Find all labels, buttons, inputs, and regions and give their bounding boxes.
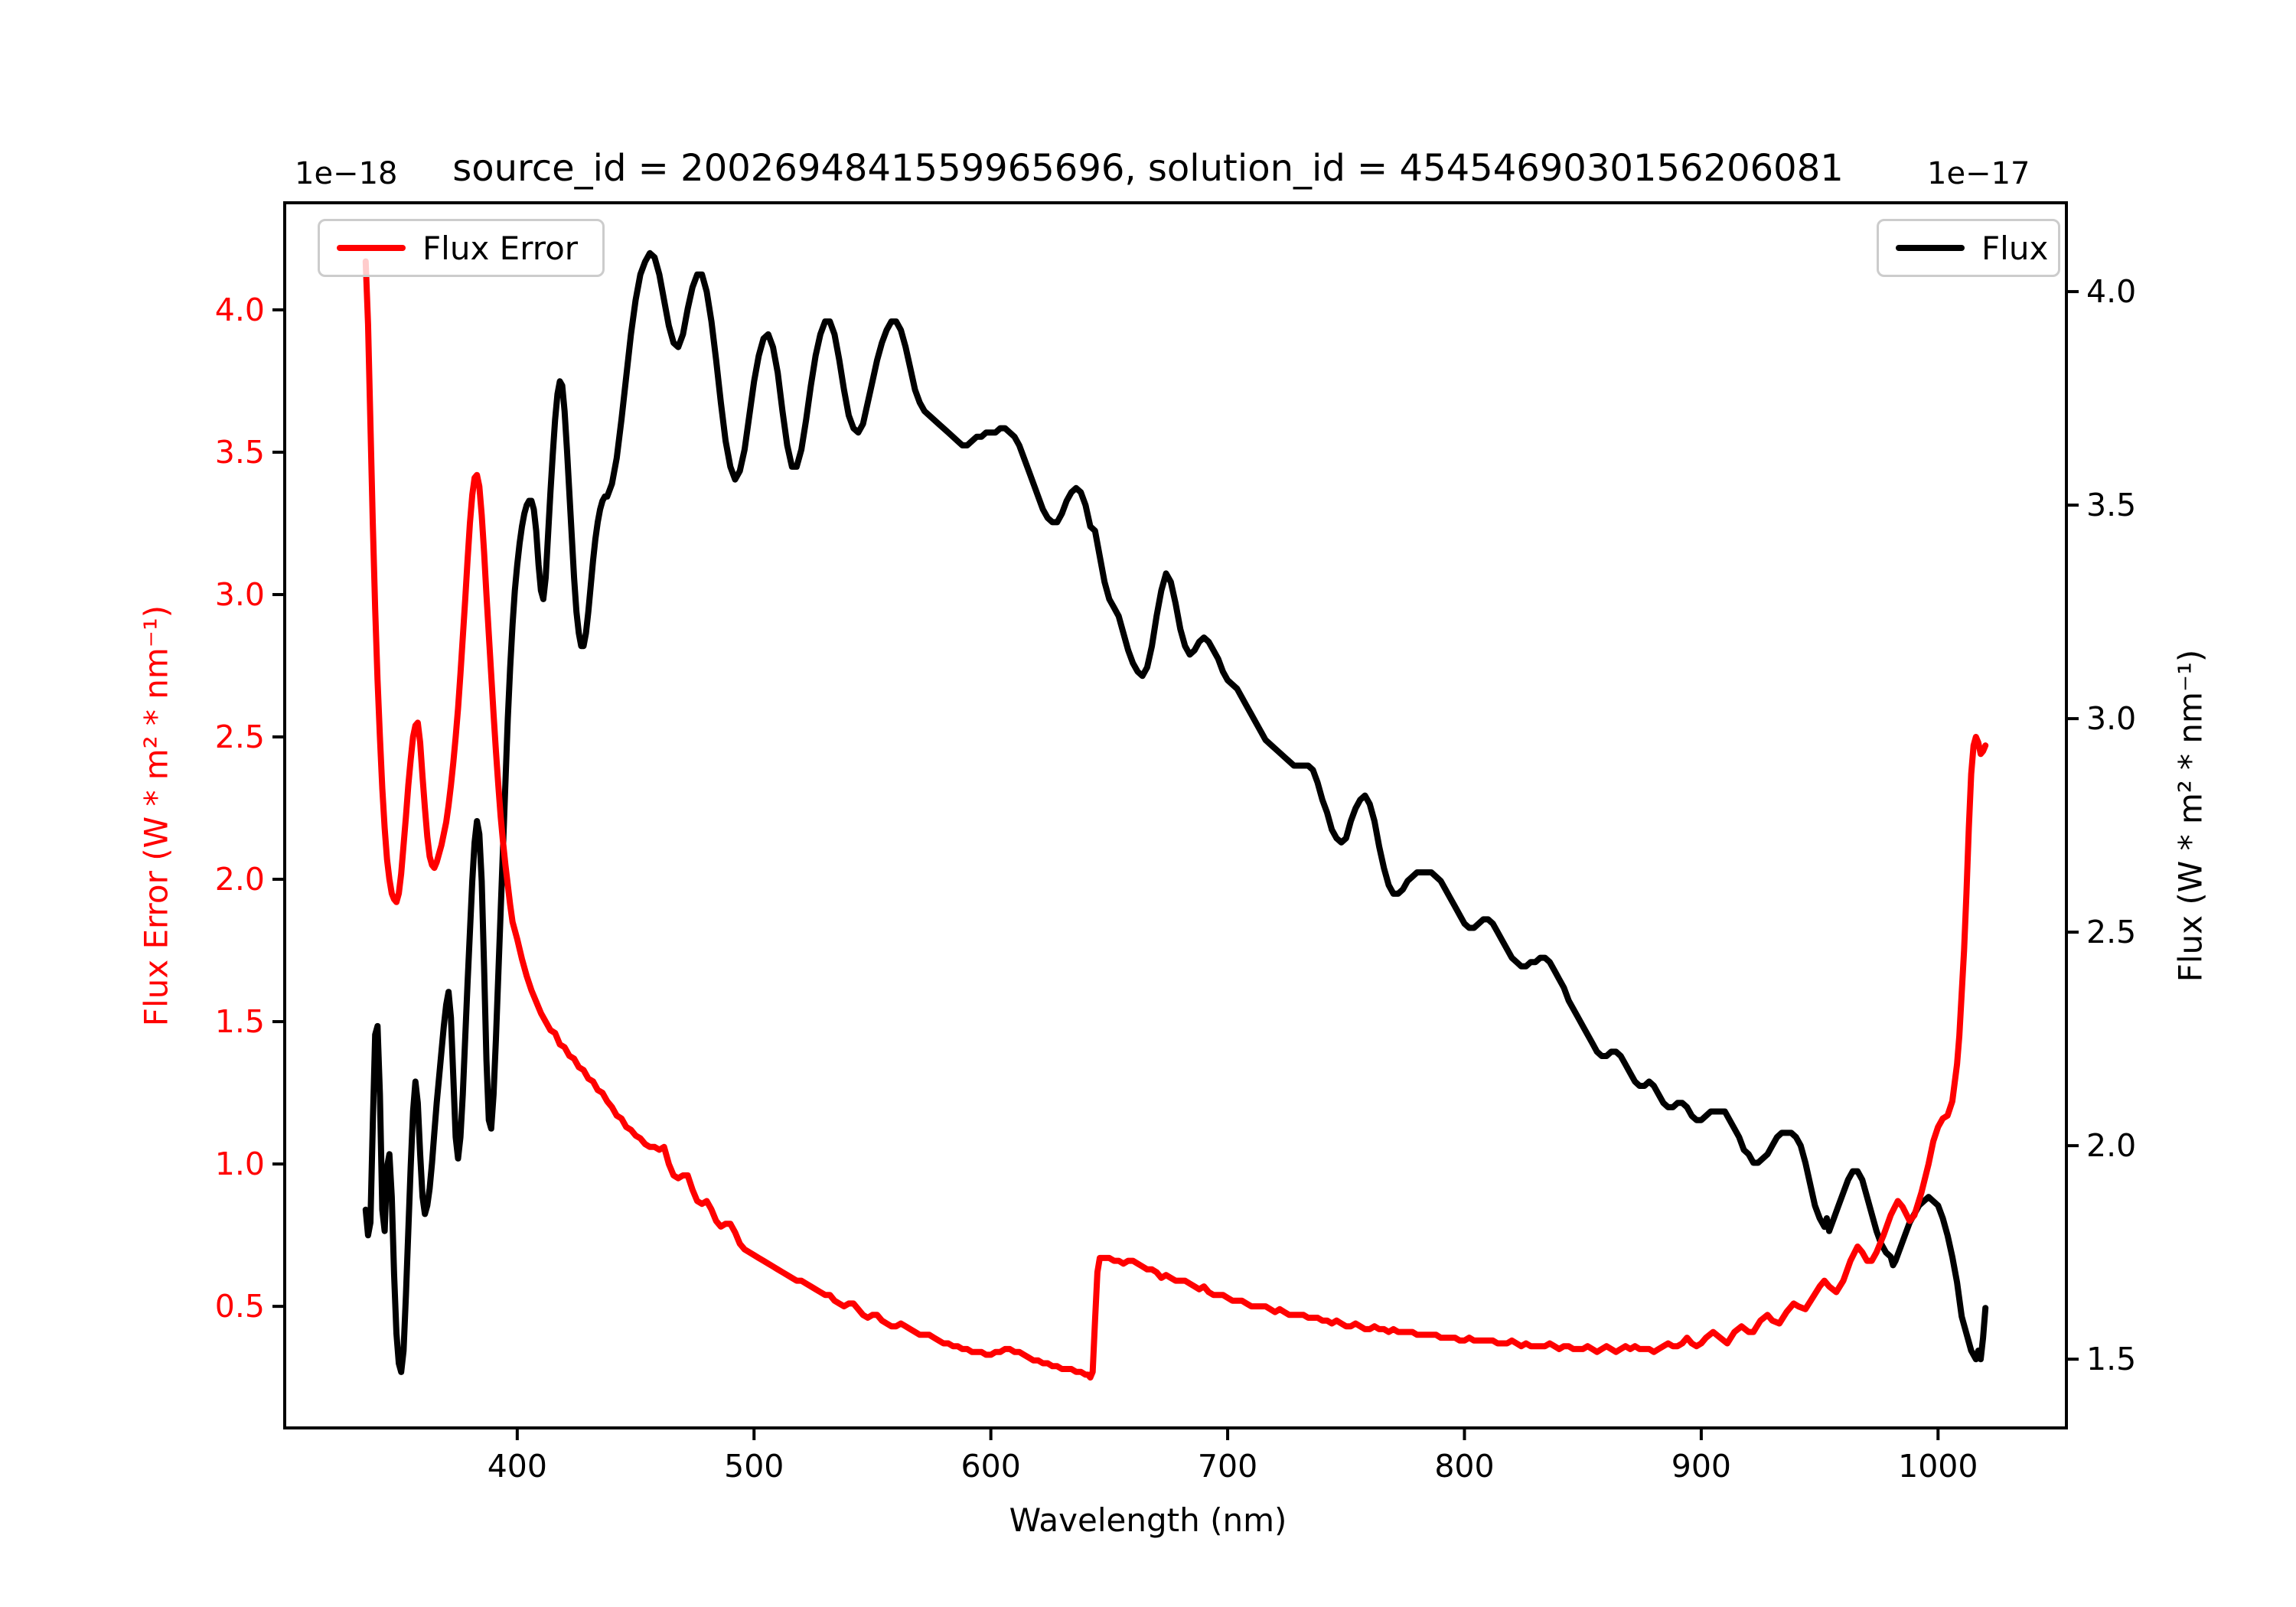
x-tick-label: 500 — [724, 1448, 784, 1485]
y-right-offset-label: 1e−17 — [1927, 156, 2030, 191]
x-tick-label: 400 — [487, 1448, 547, 1485]
y-left-axis-label: Flux Error (W * m² * nm⁻¹) — [137, 605, 175, 1027]
y-left-tick-label: 0.5 — [214, 1288, 265, 1325]
flux-error-line — [362, 258, 1989, 1381]
y-right-axis-label: Flux (W * m² * nm⁻¹) — [2171, 649, 2210, 983]
x-tick-label: 600 — [960, 1448, 1021, 1485]
legend-flux-error: Flux Error — [318, 219, 605, 277]
y-left-tick-label: 4.0 — [214, 291, 265, 328]
flux-legend-line-icon — [1896, 245, 1965, 251]
y-right-tick-label: 3.0 — [2086, 700, 2137, 738]
y-right-tick-label: 2.0 — [2086, 1127, 2137, 1165]
axes-spines — [283, 201, 2068, 1429]
legend-flux-error-label: Flux Error — [422, 229, 579, 267]
x-axis-label: Wavelength (nm) — [1009, 1501, 1287, 1539]
y-left-tick-label: 2.0 — [214, 861, 265, 898]
legend-flux-label: Flux — [1981, 229, 2049, 267]
x-tick-label: 1000 — [1898, 1448, 1978, 1485]
y-left-tick-label: 1.5 — [214, 1003, 265, 1041]
y-left-tick-label: 3.0 — [214, 575, 265, 613]
y-left-tick-label: 3.5 — [214, 433, 265, 471]
y-right-tick-label: 2.5 — [2086, 914, 2137, 951]
x-tick-label: 900 — [1671, 1448, 1732, 1485]
x-tick-label: 800 — [1434, 1448, 1495, 1485]
y-left-tick-label: 2.5 — [214, 718, 265, 755]
y-right-tick-label: 4.0 — [2086, 273, 2137, 311]
flux-error-legend-line-icon — [337, 245, 406, 251]
y-left-tick-label: 1.0 — [214, 1146, 265, 1183]
y-right-tick-label: 3.5 — [2086, 487, 2137, 524]
x-tick-label: 700 — [1197, 1448, 1258, 1485]
y-right-tick-label: 1.5 — [2086, 1341, 2137, 1378]
y-left-offset-label: 1e−18 — [295, 156, 398, 191]
plot-title: source_id = 2002694841559965696, solutio… — [452, 147, 1844, 190]
flux-line — [362, 249, 1989, 1375]
legend-flux: Flux — [1877, 219, 2060, 277]
